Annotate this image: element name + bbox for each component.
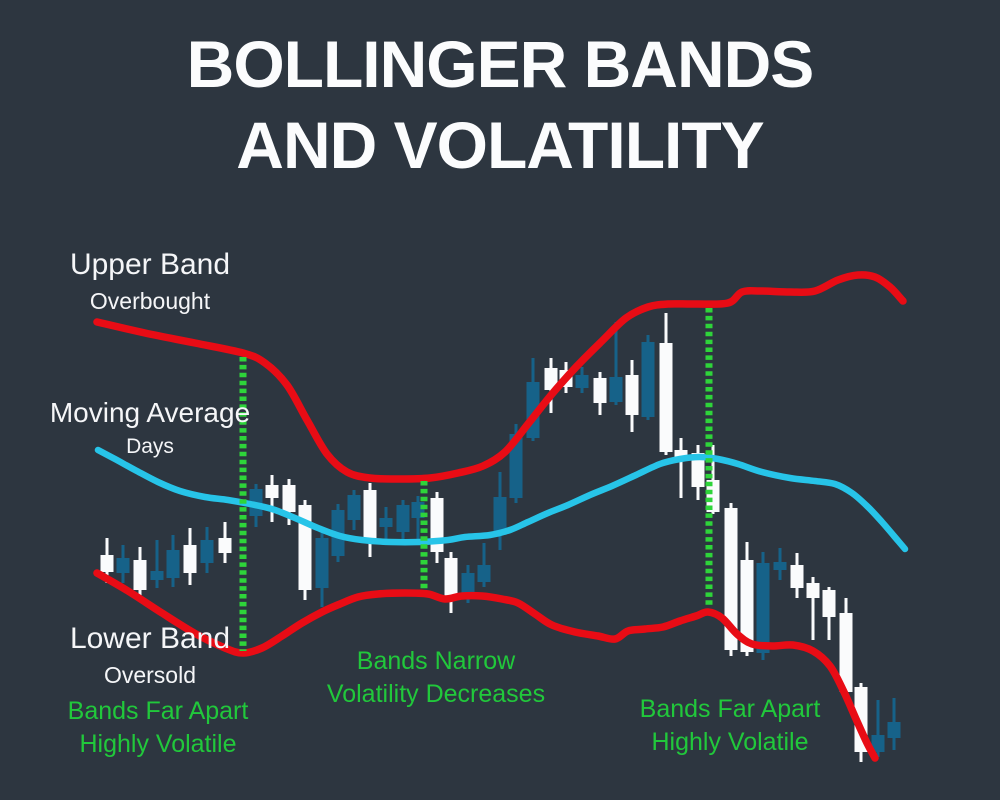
note-middle-line-1: Bands Narrow bbox=[356, 647, 516, 675]
candle-body-up bbox=[806, 583, 820, 598]
note-left-line-1: Bands Far Apart bbox=[67, 697, 249, 725]
candle-body-down bbox=[609, 377, 623, 402]
candle-body-up bbox=[265, 485, 279, 498]
volatility-markers-layer bbox=[239, 308, 713, 651]
candle-body-down bbox=[379, 518, 393, 527]
candle-body-up bbox=[100, 555, 114, 572]
title-line-1: BOLLINGER BANDS bbox=[186, 27, 815, 101]
candle-body-down bbox=[200, 540, 214, 563]
candle-body-down bbox=[116, 558, 130, 573]
candle-body-down bbox=[150, 571, 164, 580]
note-middle-line-2: Volatility Decreases bbox=[326, 680, 546, 708]
candle-body-down bbox=[315, 538, 329, 588]
candle-body-up bbox=[839, 613, 853, 692]
title-line-2: AND VOLATILITY bbox=[236, 108, 764, 182]
candle-body-up bbox=[740, 560, 754, 652]
candle-body-down bbox=[641, 342, 655, 417]
upper-band-label: Upper Band Overbought bbox=[30, 247, 270, 316]
candle-body-up bbox=[822, 590, 836, 617]
candle-body-up bbox=[593, 378, 607, 403]
candle-body-down bbox=[493, 497, 507, 535]
lower-band-line bbox=[93, 569, 879, 762]
candle-body-down bbox=[773, 562, 787, 570]
candle-body-up bbox=[691, 453, 705, 487]
candle-body-up bbox=[218, 538, 232, 553]
candle-body-up bbox=[183, 545, 197, 573]
moving-average-title: Moving Average bbox=[49, 397, 251, 428]
candle-body-up bbox=[282, 485, 296, 512]
candle-body-up bbox=[790, 565, 804, 588]
page-title: BOLLINGER BANDS AND VOLATILITY bbox=[0, 24, 1000, 186]
candle-body-up bbox=[674, 450, 688, 460]
note-right-line-1: Bands Far Apart bbox=[639, 695, 821, 723]
candle-body-up bbox=[544, 368, 558, 390]
candle-body-up bbox=[133, 560, 147, 590]
candle-body-up bbox=[363, 490, 377, 540]
moving-average-subtitle: Days bbox=[126, 435, 174, 458]
candle-body-up bbox=[706, 480, 720, 512]
candle-body-down bbox=[166, 550, 180, 578]
note-left-line-2: Highly Volatile bbox=[79, 730, 237, 758]
note-right-line-2: Highly Volatile bbox=[651, 728, 809, 756]
candle-body-down bbox=[347, 495, 361, 520]
candle-body-down bbox=[575, 375, 589, 388]
lower-band-subtitle: Oversold bbox=[103, 662, 197, 688]
note-bands-far-apart-left: Bands Far Apart Highly Volatile bbox=[38, 695, 278, 761]
candle-body-up bbox=[724, 508, 738, 650]
lower-band-title: Lower Band bbox=[69, 622, 231, 655]
candle-body-down bbox=[461, 573, 475, 593]
candle-body-down bbox=[887, 722, 901, 738]
candle-body-down bbox=[756, 563, 770, 653]
upper-band-line bbox=[93, 271, 907, 483]
moving-average-line bbox=[94, 446, 909, 553]
candle-body-up bbox=[625, 375, 639, 415]
upper-band-subtitle: Overbought bbox=[89, 288, 211, 314]
bands-layer bbox=[93, 271, 909, 762]
candle-body-up bbox=[444, 558, 458, 600]
note-bands-narrow: Bands Narrow Volatility Decreases bbox=[316, 645, 556, 711]
candle-body-down bbox=[396, 505, 410, 532]
note-bands-far-apart-right: Bands Far Apart Highly Volatile bbox=[610, 693, 850, 759]
moving-average-label: Moving Average Days bbox=[30, 395, 270, 461]
candle-body-down bbox=[509, 434, 523, 498]
candle-body-up bbox=[659, 343, 673, 452]
upper-band-title: Upper Band bbox=[69, 248, 231, 281]
candle-body-down bbox=[871, 735, 885, 752]
lower-band-label: Lower Band Oversold bbox=[30, 621, 270, 690]
candle-body-down bbox=[477, 565, 491, 582]
